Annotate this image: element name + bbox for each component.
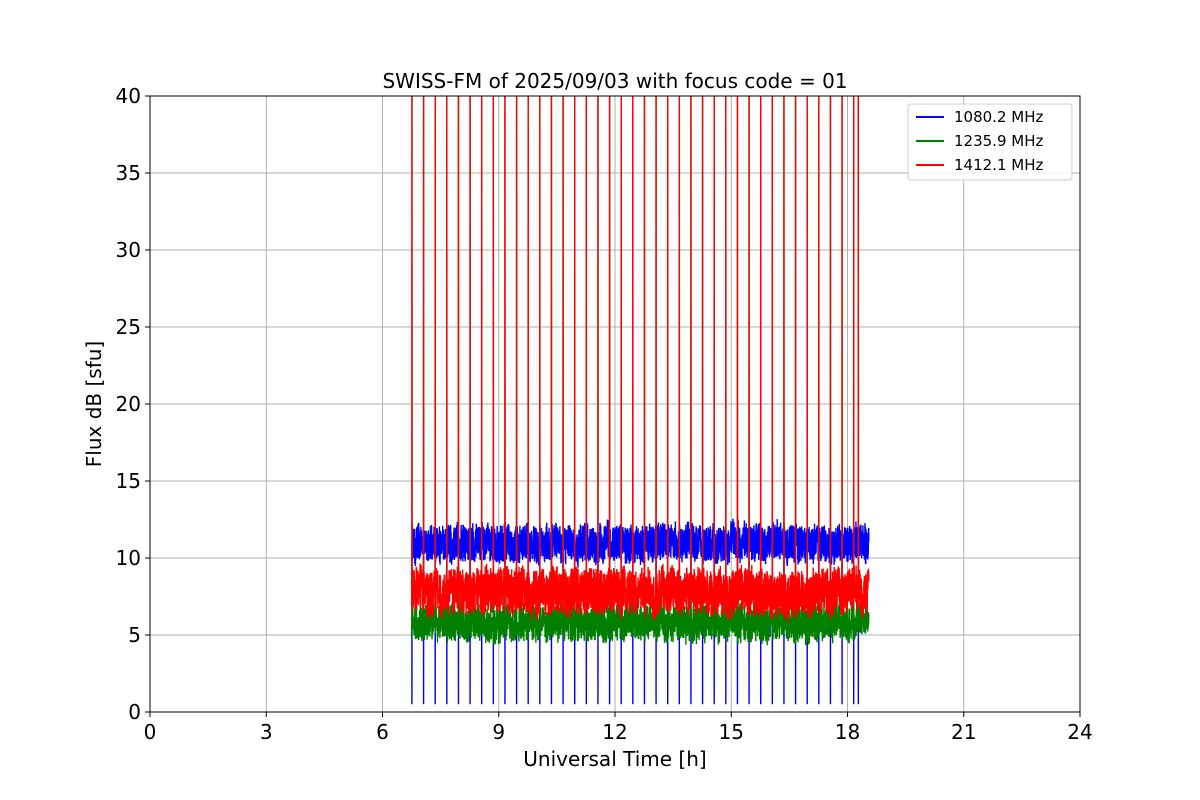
- x-tick-label: 24: [1067, 720, 1092, 744]
- x-tick-label: 3: [260, 720, 273, 744]
- x-tick-label: 18: [835, 720, 860, 744]
- x-tick-label: 9: [492, 720, 505, 744]
- legend-box: [907, 103, 1073, 181]
- y-axis-label: Flux dB [sfu]: [82, 341, 106, 467]
- x-tick-label: 12: [602, 720, 627, 744]
- series-line: [410, 518, 870, 705]
- y-tick-label: 25: [116, 315, 141, 339]
- series-line: [410, 96, 870, 646]
- plot-area: [410, 96, 870, 705]
- x-tick-label: 6: [376, 720, 389, 744]
- chart-title: SWISS-FM of 2025/09/03 with focus code =…: [382, 69, 847, 93]
- y-tick-label: 0: [128, 700, 141, 724]
- y-axis-ticks: 0 5 10 15 20 25 30 35 40: [116, 84, 150, 724]
- y-tick-label: 35: [116, 161, 141, 185]
- y-tick-label: 15: [116, 469, 141, 493]
- x-axis-label: Universal Time [h]: [523, 747, 706, 771]
- x-axis-ticks: 0 3 6 9 12 15 18 21 24: [144, 712, 1093, 744]
- y-tick-label: 20: [116, 392, 141, 416]
- y-tick-label: 10: [116, 546, 141, 570]
- series-line: [410, 96, 870, 623]
- legend-label: 1080.2 MHz: [954, 108, 1043, 126]
- legend-label: 1412.1 MHz: [954, 156, 1043, 174]
- x-tick-label: 15: [719, 720, 744, 744]
- legend-label: 1235.9 MHz: [954, 132, 1043, 150]
- y-tick-label: 30: [116, 238, 141, 262]
- x-tick-label: 21: [951, 720, 976, 744]
- legend: 1080.2 MHz 1235.9 MHz 1412.1 MHz: [907, 103, 1073, 181]
- y-tick-label: 40: [116, 84, 141, 108]
- x-tick-label: 0: [144, 720, 157, 744]
- y-tick-label: 5: [128, 623, 141, 647]
